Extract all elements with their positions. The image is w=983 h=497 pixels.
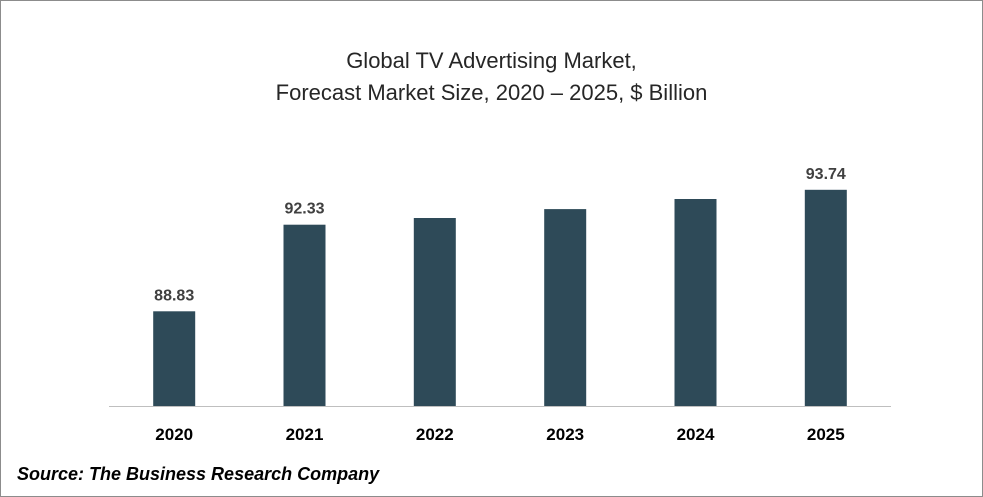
x-tick-label-2022: 2022 xyxy=(416,425,454,444)
data-label-2025: 93.74 xyxy=(806,166,846,183)
chart-title-line-2: Forecast Market Size, 2020 – 2025, $ Bil… xyxy=(275,80,708,105)
x-tick-label-2021: 2021 xyxy=(286,425,324,444)
chart-title: Global TV Advertising Market, Forecast M… xyxy=(1,45,982,109)
chart-title-line-1: Global TV Advertising Market, xyxy=(346,48,637,73)
bar-2025 xyxy=(804,189,847,406)
data-label-2021: 92.33 xyxy=(284,201,324,218)
x-tick-label-2020: 2020 xyxy=(155,425,193,444)
x-tick-label-2024: 2024 xyxy=(677,425,715,444)
bar-2022 xyxy=(413,218,456,406)
source-note: Source: The Business Research Company xyxy=(17,464,380,484)
bar-2023 xyxy=(544,209,587,406)
x-tick-label-2023: 2023 xyxy=(546,425,584,444)
bar-2020 xyxy=(153,311,196,406)
x-tick-label-2025: 2025 xyxy=(807,425,845,444)
data-label-2020: 88.83 xyxy=(154,287,194,304)
bar-2024 xyxy=(674,199,717,406)
bar-2021 xyxy=(283,224,326,406)
